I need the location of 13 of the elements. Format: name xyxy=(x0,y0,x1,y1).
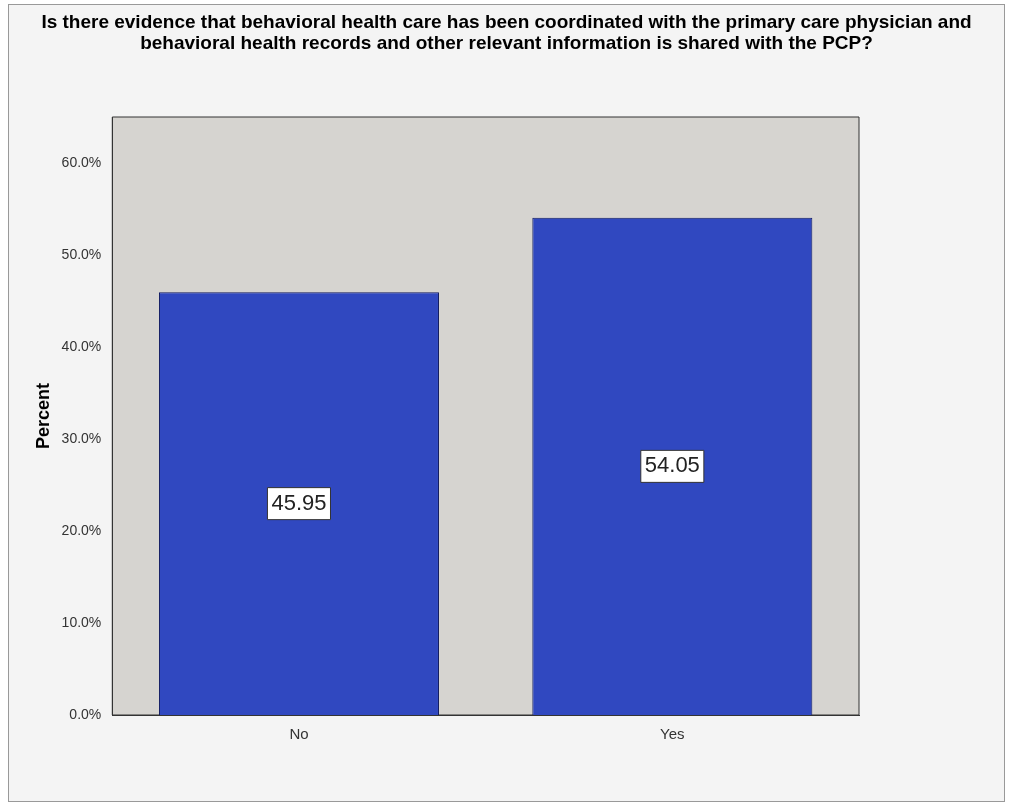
data-label: 45.95 xyxy=(271,489,327,515)
y-axis-title: Percent xyxy=(32,382,53,450)
y-tick-label: 30.0% xyxy=(61,429,102,446)
y-tick-label: 50.0% xyxy=(61,245,102,262)
y-tick-label: 10.0% xyxy=(61,613,102,630)
data-label: 54.05 xyxy=(644,452,700,478)
x-tick-label: Yes xyxy=(660,725,685,743)
y-tick-label: 60.0% xyxy=(61,153,102,170)
chart-title: Is there evidence that behavioral health care has been coordinated with the primary care physician and behavioral health records and other relevant information is shared with the PCP? xyxy=(40,11,973,53)
y-tick-label: 20.0% xyxy=(61,521,102,538)
y-tick-label: 40.0% xyxy=(61,337,102,354)
x-tick-label: No xyxy=(289,725,309,743)
y-tick-label: 0.0% xyxy=(69,705,102,722)
